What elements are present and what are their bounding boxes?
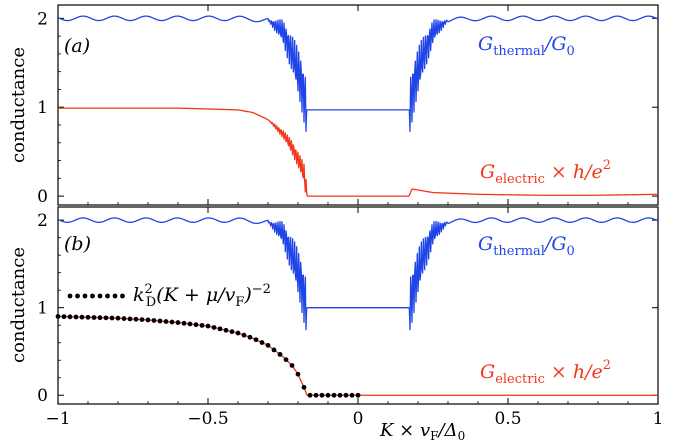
x-tick-label: 0.5 xyxy=(494,409,521,429)
dots-series-point xyxy=(85,314,91,320)
legend-dots-marker xyxy=(67,293,125,299)
legend-dot xyxy=(120,293,125,299)
dots-series-point xyxy=(265,342,271,348)
panel-b-thermal-label: Gthermal/G0 xyxy=(478,233,575,259)
y-tick-label: 2 xyxy=(37,211,48,231)
panel-a-label: (a) xyxy=(64,35,90,57)
dots-series-point xyxy=(199,322,205,328)
legend-dot xyxy=(112,293,118,299)
panel-b-dots-label: k2 D(K + μ/vF)−2 xyxy=(133,282,271,310)
dots-series-point xyxy=(187,321,193,327)
panel-b-electric-label: Gelectric × h/e2 xyxy=(480,358,611,387)
dots-series-point xyxy=(325,392,331,398)
dots-series-point xyxy=(229,329,235,335)
dots-series-point xyxy=(337,392,343,398)
panel-b-label: (b) xyxy=(64,233,91,255)
dots-series-point xyxy=(259,340,265,345)
dots-series-point xyxy=(109,315,115,321)
dots-series-point xyxy=(121,316,127,321)
dots-series-point xyxy=(79,314,85,320)
panel-b-thermal-line xyxy=(57,217,659,331)
dots-series-point xyxy=(169,319,175,325)
legend-dot xyxy=(75,293,80,299)
dots-series-point xyxy=(253,337,259,343)
dots-series-point xyxy=(307,392,313,398)
dots-series-point xyxy=(133,316,139,322)
dots-series-point xyxy=(73,314,79,320)
dots-series-point xyxy=(289,363,295,368)
dots-series-point xyxy=(127,316,133,322)
panel-a-series xyxy=(57,15,659,197)
dots-series-point xyxy=(91,315,97,320)
dots-series-point xyxy=(193,322,199,328)
panel-b-series xyxy=(55,217,659,398)
panel-a-ticks: 0 1 2 xyxy=(37,5,659,207)
dots-series-point xyxy=(301,384,307,390)
panel-a-electric-line xyxy=(58,107,659,197)
panel-b-ticks: 0 1 2 −1 −0.5 0 0.5 1 xyxy=(37,207,663,429)
dots-series-point xyxy=(247,334,253,340)
panel-a-electric-label: Gelectric × h/e2 xyxy=(480,158,611,187)
dots-series-point xyxy=(343,392,349,398)
dots-series-point xyxy=(157,318,163,324)
dots-series-point xyxy=(211,325,217,330)
dots-series-point xyxy=(205,323,211,329)
panel-b: 0 1 2 −1 −0.5 0 0.5 1 (b) Gthermal/G0 Gelectric… xyxy=(37,206,663,429)
dots-series-point xyxy=(115,315,121,321)
dots-series-point xyxy=(331,392,337,398)
dots-series-point xyxy=(295,371,301,377)
dots-series-point xyxy=(271,347,277,353)
panel-b-dots-legend: k2 D(K + μ/vF)−2 xyxy=(67,282,271,310)
dots-series-point xyxy=(223,327,229,333)
panel-a: 0 1 2 (a) Gthermal/G0 Gelectric × h/e2 xyxy=(37,4,659,207)
dots-series-point xyxy=(103,315,109,321)
x-tick-label: 1 xyxy=(653,409,664,429)
panel-a-thermal-label: Gthermal/G0 xyxy=(478,33,575,59)
dots-series-point xyxy=(241,332,247,338)
dots-series-point xyxy=(145,317,151,323)
dots-series-point xyxy=(283,357,289,363)
x-tick-label: −1 xyxy=(45,409,70,429)
panel-b-electric-line xyxy=(57,315,658,396)
legend-dot xyxy=(97,293,103,299)
legend-dot xyxy=(90,293,95,299)
dots-series-point xyxy=(151,318,157,323)
dots-series-point xyxy=(319,392,325,398)
dots-series-point xyxy=(139,317,145,322)
legend-dot xyxy=(67,293,73,299)
dots-series-point xyxy=(349,392,355,398)
y-tick-label: 1 xyxy=(37,98,48,118)
dots-series-point xyxy=(217,326,223,332)
panel-a-thermal-line xyxy=(57,15,659,132)
dots-series-point xyxy=(55,314,61,319)
dots-series-point xyxy=(61,314,67,320)
x-tick-label: −0.5 xyxy=(187,409,228,429)
dots-series-point xyxy=(355,392,361,398)
x-tick-label: 0 xyxy=(353,409,364,429)
dots-series-point xyxy=(181,320,187,326)
dots-series-point xyxy=(277,352,283,357)
panel-a-ylabel: conductance xyxy=(8,47,29,163)
x-axis-label: K × vF/Δ0 xyxy=(379,420,465,441)
y-tick-label: 1 xyxy=(37,299,48,319)
legend-dot xyxy=(82,293,88,299)
dots-series-point xyxy=(67,314,73,320)
y-tick-label: 0 xyxy=(37,187,48,207)
dots-series-point xyxy=(175,320,181,325)
panel-b-ylabel: conductance xyxy=(8,247,29,363)
dots-series-point xyxy=(235,330,241,336)
dots-series-point xyxy=(163,319,169,324)
dots-series-point xyxy=(313,392,319,398)
dots-series-point xyxy=(97,315,103,321)
y-tick-label: 0 xyxy=(37,386,48,406)
y-tick-label: 2 xyxy=(37,9,48,29)
legend-dot xyxy=(105,293,110,299)
